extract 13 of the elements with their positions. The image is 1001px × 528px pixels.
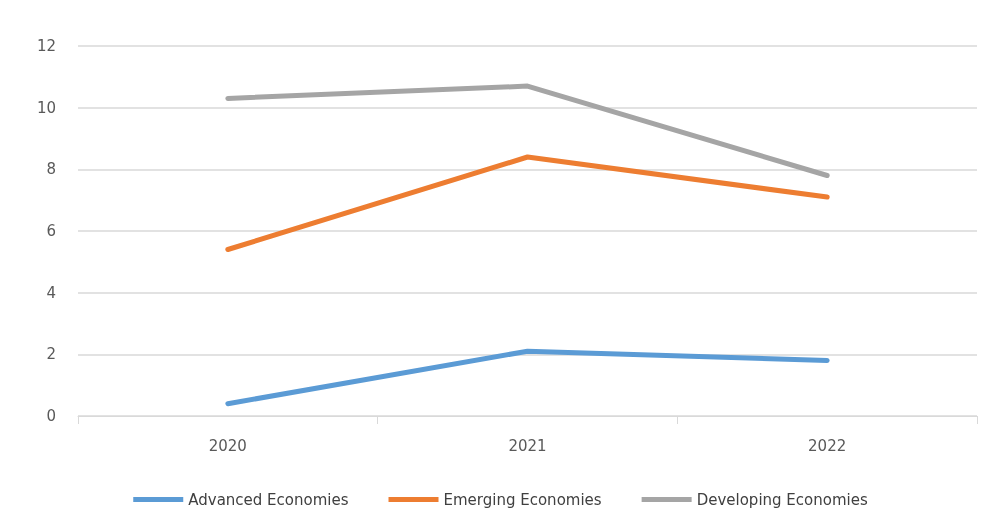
legend-label: Emerging Economies [443,490,602,509]
x-tick-label: 2021 [508,436,547,455]
y-tick-label: 0 [46,407,56,425]
y-tick-label: 12 [36,37,56,55]
x-tick-label: 2022 [808,436,847,455]
y-tick-label: 8 [46,160,56,179]
y-tick-label: 2 [46,345,56,364]
x-tick-label: 2020 [208,436,247,455]
y-tick-label: 4 [46,283,56,302]
y-tick-label: 10 [36,98,56,117]
legend-label: Developing Economies [696,490,868,509]
y-tick-label: 6 [46,222,56,240]
legend-label: Advanced Economies [188,490,349,509]
